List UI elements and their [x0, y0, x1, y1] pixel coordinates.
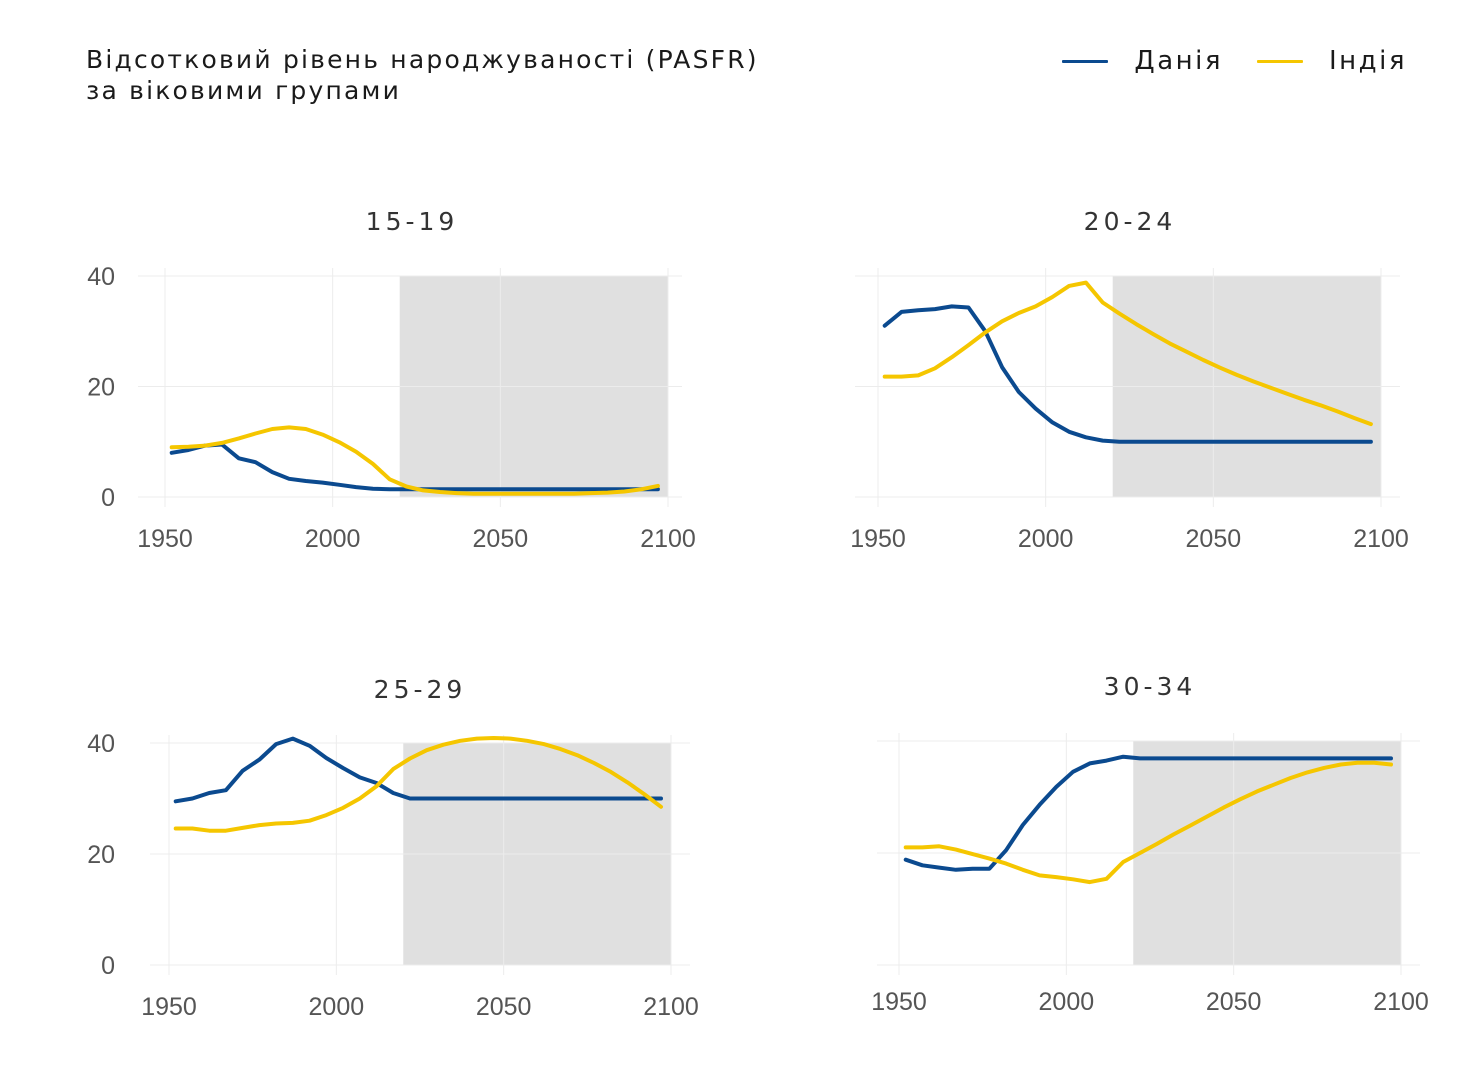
- series-line-denmark: [882, 304, 1373, 444]
- panel-25-29: 25-29 1950 2000 2050 2100 0 20 40: [87, 675, 699, 1021]
- series-line-india: [169, 425, 660, 496]
- x-tick-label: 2050: [1206, 988, 1262, 1016]
- chart-title-line-2: за віковими групами: [86, 76, 402, 105]
- x-tick-label: 2050: [476, 993, 532, 1021]
- series-line-india: [882, 280, 1373, 427]
- panel-title: 25-29: [374, 675, 467, 704]
- legend-label-denmark: Данія: [1134, 46, 1223, 76]
- panel-30-34: 30-34 1950 2000 2050 2100: [871, 672, 1429, 1016]
- panel-title: 20-24: [1084, 207, 1177, 236]
- y-tick-label: 20: [87, 374, 115, 402]
- panel-title: 30-34: [1104, 672, 1197, 701]
- y-tick-label: 40: [87, 730, 115, 758]
- y-tick-label: 0: [101, 484, 115, 512]
- x-tick-label: 2000: [1039, 988, 1095, 1016]
- series-line-denmark: [903, 754, 1393, 872]
- panel-20-24: 20-24 1950 2000 2050 2100: [850, 207, 1409, 553]
- x-tick-label: 2000: [1018, 525, 1074, 553]
- series-line-denmark: [173, 736, 663, 804]
- x-tick-label: 2100: [1353, 525, 1409, 553]
- x-tick-label: 1950: [871, 988, 927, 1016]
- panel-15-19: 15-19 1950 2000 2050 2100 0 20 40: [87, 207, 696, 553]
- legend-item-india: Індія: [1256, 46, 1407, 76]
- legend-label-india: Індія: [1328, 46, 1407, 76]
- x-tick-label: 2100: [1373, 988, 1429, 1016]
- panel-title: 15-19: [366, 207, 459, 236]
- x-tick-label: 2050: [1186, 525, 1242, 553]
- series-line-india: [903, 760, 1393, 885]
- y-tick-label: 40: [87, 263, 115, 291]
- y-tick-label: 20: [87, 841, 115, 869]
- legend-item-denmark: Данія: [1062, 46, 1223, 76]
- y-tick-label: 0: [101, 952, 115, 980]
- x-tick-label: 2050: [473, 525, 529, 553]
- x-tick-label: 1950: [141, 993, 197, 1021]
- legend-swatch-india: [1256, 59, 1303, 63]
- x-tick-label: 2000: [305, 525, 361, 553]
- series-line-india: [173, 736, 663, 833]
- x-tick-label: 2100: [640, 525, 696, 553]
- x-tick-label: 2100: [643, 993, 699, 1021]
- legend-swatch-denmark: [1062, 59, 1109, 63]
- x-tick-label: 1950: [137, 525, 193, 553]
- legend: Данія Індія: [1028, 46, 1407, 76]
- chart-title: Відсотковий рівень народжуваності (PASFR…: [86, 44, 759, 106]
- x-tick-label: 2000: [309, 993, 365, 1021]
- x-tick-label: 1950: [850, 525, 906, 553]
- chart-title-line-1: Відсотковий рівень народжуваності (PASFR…: [86, 45, 759, 74]
